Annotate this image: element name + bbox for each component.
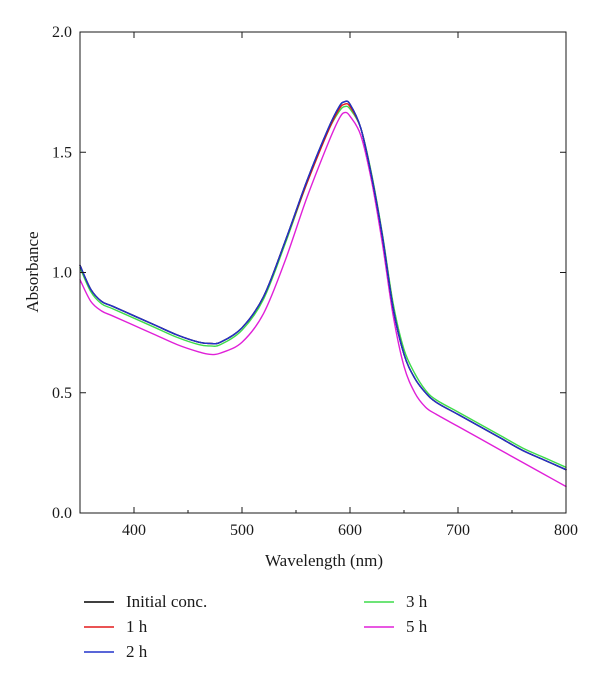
x-axis-label: Wavelength (nm)	[265, 551, 383, 570]
y-tick-label: 1.0	[52, 265, 72, 282]
legend-label-5-h: 5 h	[406, 617, 428, 636]
y-tick-label: 0.5	[52, 385, 72, 402]
x-tick-label: 600	[338, 522, 362, 539]
x-tick-label: 400	[122, 522, 146, 539]
series-layer	[79, 100, 567, 488]
legend-label-3-h: 3 h	[406, 592, 428, 611]
legend-label-2-h: 2 h	[126, 642, 148, 661]
plot-frame	[79, 31, 567, 514]
x-tick-label: 700	[446, 522, 470, 539]
axes-layer: 400 500 600 700 800 0.0 0.5 1.0 1.5 2.0	[52, 24, 578, 539]
y-tick-label: 0.0	[52, 505, 72, 522]
legend: Initial conc. 1 h 2 h 3 h 5 h	[84, 592, 428, 661]
x-tick-label: 500	[230, 522, 254, 539]
series-line-1-h	[79, 102, 567, 471]
y-tick-label: 2.0	[52, 24, 72, 41]
x-tick-label: 800	[554, 522, 578, 539]
series-line-2-h	[79, 100, 567, 471]
legend-label-initial-conc: Initial conc.	[126, 592, 207, 611]
series-line-5-h	[79, 111, 567, 488]
y-tick-label: 1.5	[52, 144, 72, 161]
legend-label-1-h: 1 h	[126, 617, 148, 636]
y-axis-label: Absorbance	[23, 231, 42, 312]
series-line-3-h	[79, 105, 567, 468]
